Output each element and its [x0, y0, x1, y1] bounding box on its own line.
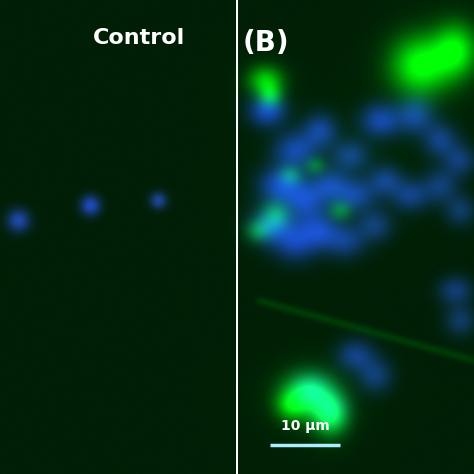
Text: (B): (B) [243, 28, 289, 56]
Text: 10 μm: 10 μm [281, 419, 330, 434]
Text: Control: Control [93, 28, 185, 48]
